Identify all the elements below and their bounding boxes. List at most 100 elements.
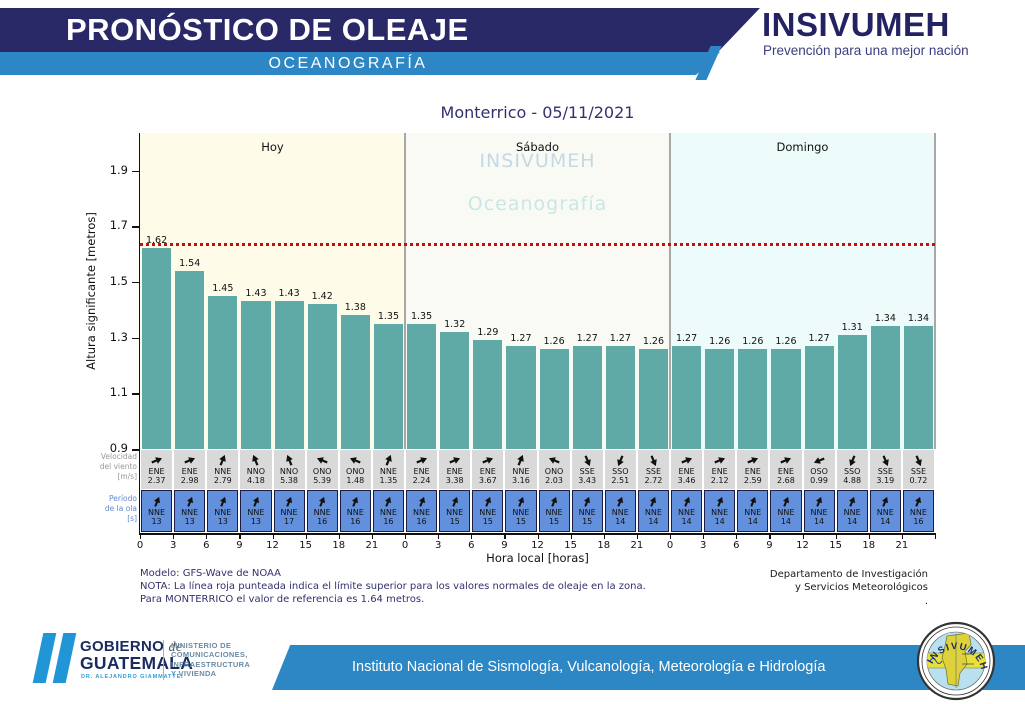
period-arrow-icon [617, 496, 624, 507]
period-dir: NNE [181, 507, 199, 517]
wind-cell: SSE 3.43 [571, 450, 603, 489]
period-value: 14 [847, 517, 858, 526]
wind-cell: ONO 2.03 [538, 450, 570, 489]
period-cell: NNE 14 [803, 490, 835, 532]
bar-value-label: 1.26 [742, 335, 764, 347]
wind-cell: NNE 1.35 [372, 450, 404, 489]
watermark-insivumeh: INSIVUMEH [479, 150, 596, 172]
period-value: 14 [747, 517, 758, 526]
y-tick-label: 1.1 [109, 385, 128, 400]
wind-arrow-icon [681, 457, 693, 464]
wind-dir: SSO [612, 466, 629, 476]
wind-cell: ENE 2.24 [406, 450, 438, 489]
period-cell: NNE 17 [273, 490, 305, 532]
wind-speed: 2.59 [743, 476, 762, 485]
x-tick-mark [405, 533, 407, 539]
period-arrow-icon [484, 496, 491, 507]
bar [705, 348, 735, 449]
bar-value-label: 1.26 [642, 335, 665, 347]
bar [903, 326, 933, 449]
period-dir: NNE [280, 507, 298, 517]
period-cell: NNE 13 [207, 490, 239, 532]
period-dir: NNE [744, 507, 762, 517]
gobierno-logo-bar-2 [52, 633, 77, 683]
period-cell: NNE 15 [439, 490, 471, 532]
day-label-0: Hoy [261, 140, 284, 154]
x-axis-title: Hora local [horas] [486, 551, 589, 565]
bar-value-label: 1.27 [576, 332, 598, 344]
wind-cell: NNO 4.18 [240, 450, 272, 489]
wind-cell: OSO 0.99 [803, 450, 835, 489]
bar [340, 315, 370, 449]
x-tick-label: 9 [501, 540, 508, 551]
period-cell: NNE 14 [604, 490, 636, 532]
period-value: 13 [217, 517, 228, 526]
wind-cell: SSE 2.72 [637, 450, 669, 489]
x-tick-mark [537, 533, 539, 539]
wind-dir: ENE [148, 466, 165, 476]
wind-dir: SSO [843, 466, 861, 476]
bar [870, 326, 900, 449]
wind-speed: 5.38 [280, 476, 298, 485]
period-dir: NNE [379, 507, 397, 517]
x-tick-label: 3 [169, 540, 177, 551]
wind-arrow-icon [714, 457, 726, 464]
wind-dir: ENE [678, 466, 695, 476]
bar-value-label: 1.62 [145, 235, 168, 247]
period-value: 15 [515, 517, 527, 526]
x-tick-mark [769, 533, 771, 539]
note-model: Modelo: GFS-Wave de NOAA [140, 568, 282, 579]
wind-speed: 0.99 [810, 476, 828, 485]
wind-speed: 3.46 [677, 476, 696, 485]
period-dir: NNE [678, 507, 696, 517]
period-cell: NNE 14 [836, 490, 868, 532]
period-arrow-icon [418, 496, 425, 507]
period-cell: NNE 13 [174, 490, 206, 532]
x-tick-mark [239, 533, 241, 539]
wind-arrow-icon [915, 455, 922, 466]
period-value: 13 [250, 517, 262, 526]
bar-value-label: 1.27 [609, 332, 631, 344]
note-reference-line: NOTA: La línea roja punteada indica el l… [140, 581, 646, 592]
x-tick-mark [371, 533, 374, 539]
wind-speed: 3.38 [445, 476, 464, 485]
wind-cell: NNO 5.38 [273, 450, 305, 489]
wind-arrow-icon [882, 455, 889, 466]
note-reference-value: Para MONTERRICO el valor de referencia e… [140, 594, 425, 605]
period-dir: NNE [644, 507, 662, 517]
x-tick-label: 15 [564, 540, 577, 551]
x-tick-label: 12 [531, 540, 544, 551]
bar [605, 345, 635, 449]
bar [804, 345, 834, 449]
x-tick-mark [868, 533, 870, 539]
wind-speed: 0.72 [909, 476, 928, 485]
wind-cell: NNE 2.79 [207, 450, 239, 489]
period-dir: NNE [346, 507, 364, 517]
period-arrow-icon [551, 496, 558, 507]
bar-value-label: 1.43 [278, 288, 300, 300]
x-tick-label: 15 [829, 540, 842, 551]
wind-dir: ENE [777, 466, 794, 476]
period-dir: NNE [611, 507, 629, 517]
x-tick-label: 15 [299, 540, 312, 551]
wind-dir: ONO [312, 466, 332, 476]
header-blue-band [0, 52, 696, 75]
y-tick-mark [132, 226, 139, 228]
period-dir: NNE [545, 507, 563, 517]
wind-arrow-icon [583, 455, 591, 466]
period-cell: NNE 13 [240, 490, 272, 532]
header-navy-band-cap [718, 8, 760, 52]
wind-dir: SSE [877, 466, 893, 476]
wind-arrow-icon [848, 455, 856, 466]
period-arrow-icon [451, 496, 458, 507]
period-arrow-icon [319, 496, 326, 507]
period-arrow-icon [219, 496, 226, 507]
wind-arrow-icon [780, 457, 792, 464]
period-value: 13 [151, 517, 162, 526]
x-tick-mark [670, 533, 672, 539]
y-tick-label: 0.9 [109, 441, 128, 455]
wind-cell: ENE 2.68 [770, 450, 802, 489]
bar-value-label: 1.34 [907, 313, 930, 325]
period-dir: NNE [777, 507, 795, 517]
period-cell: NNE 13 [141, 490, 173, 532]
